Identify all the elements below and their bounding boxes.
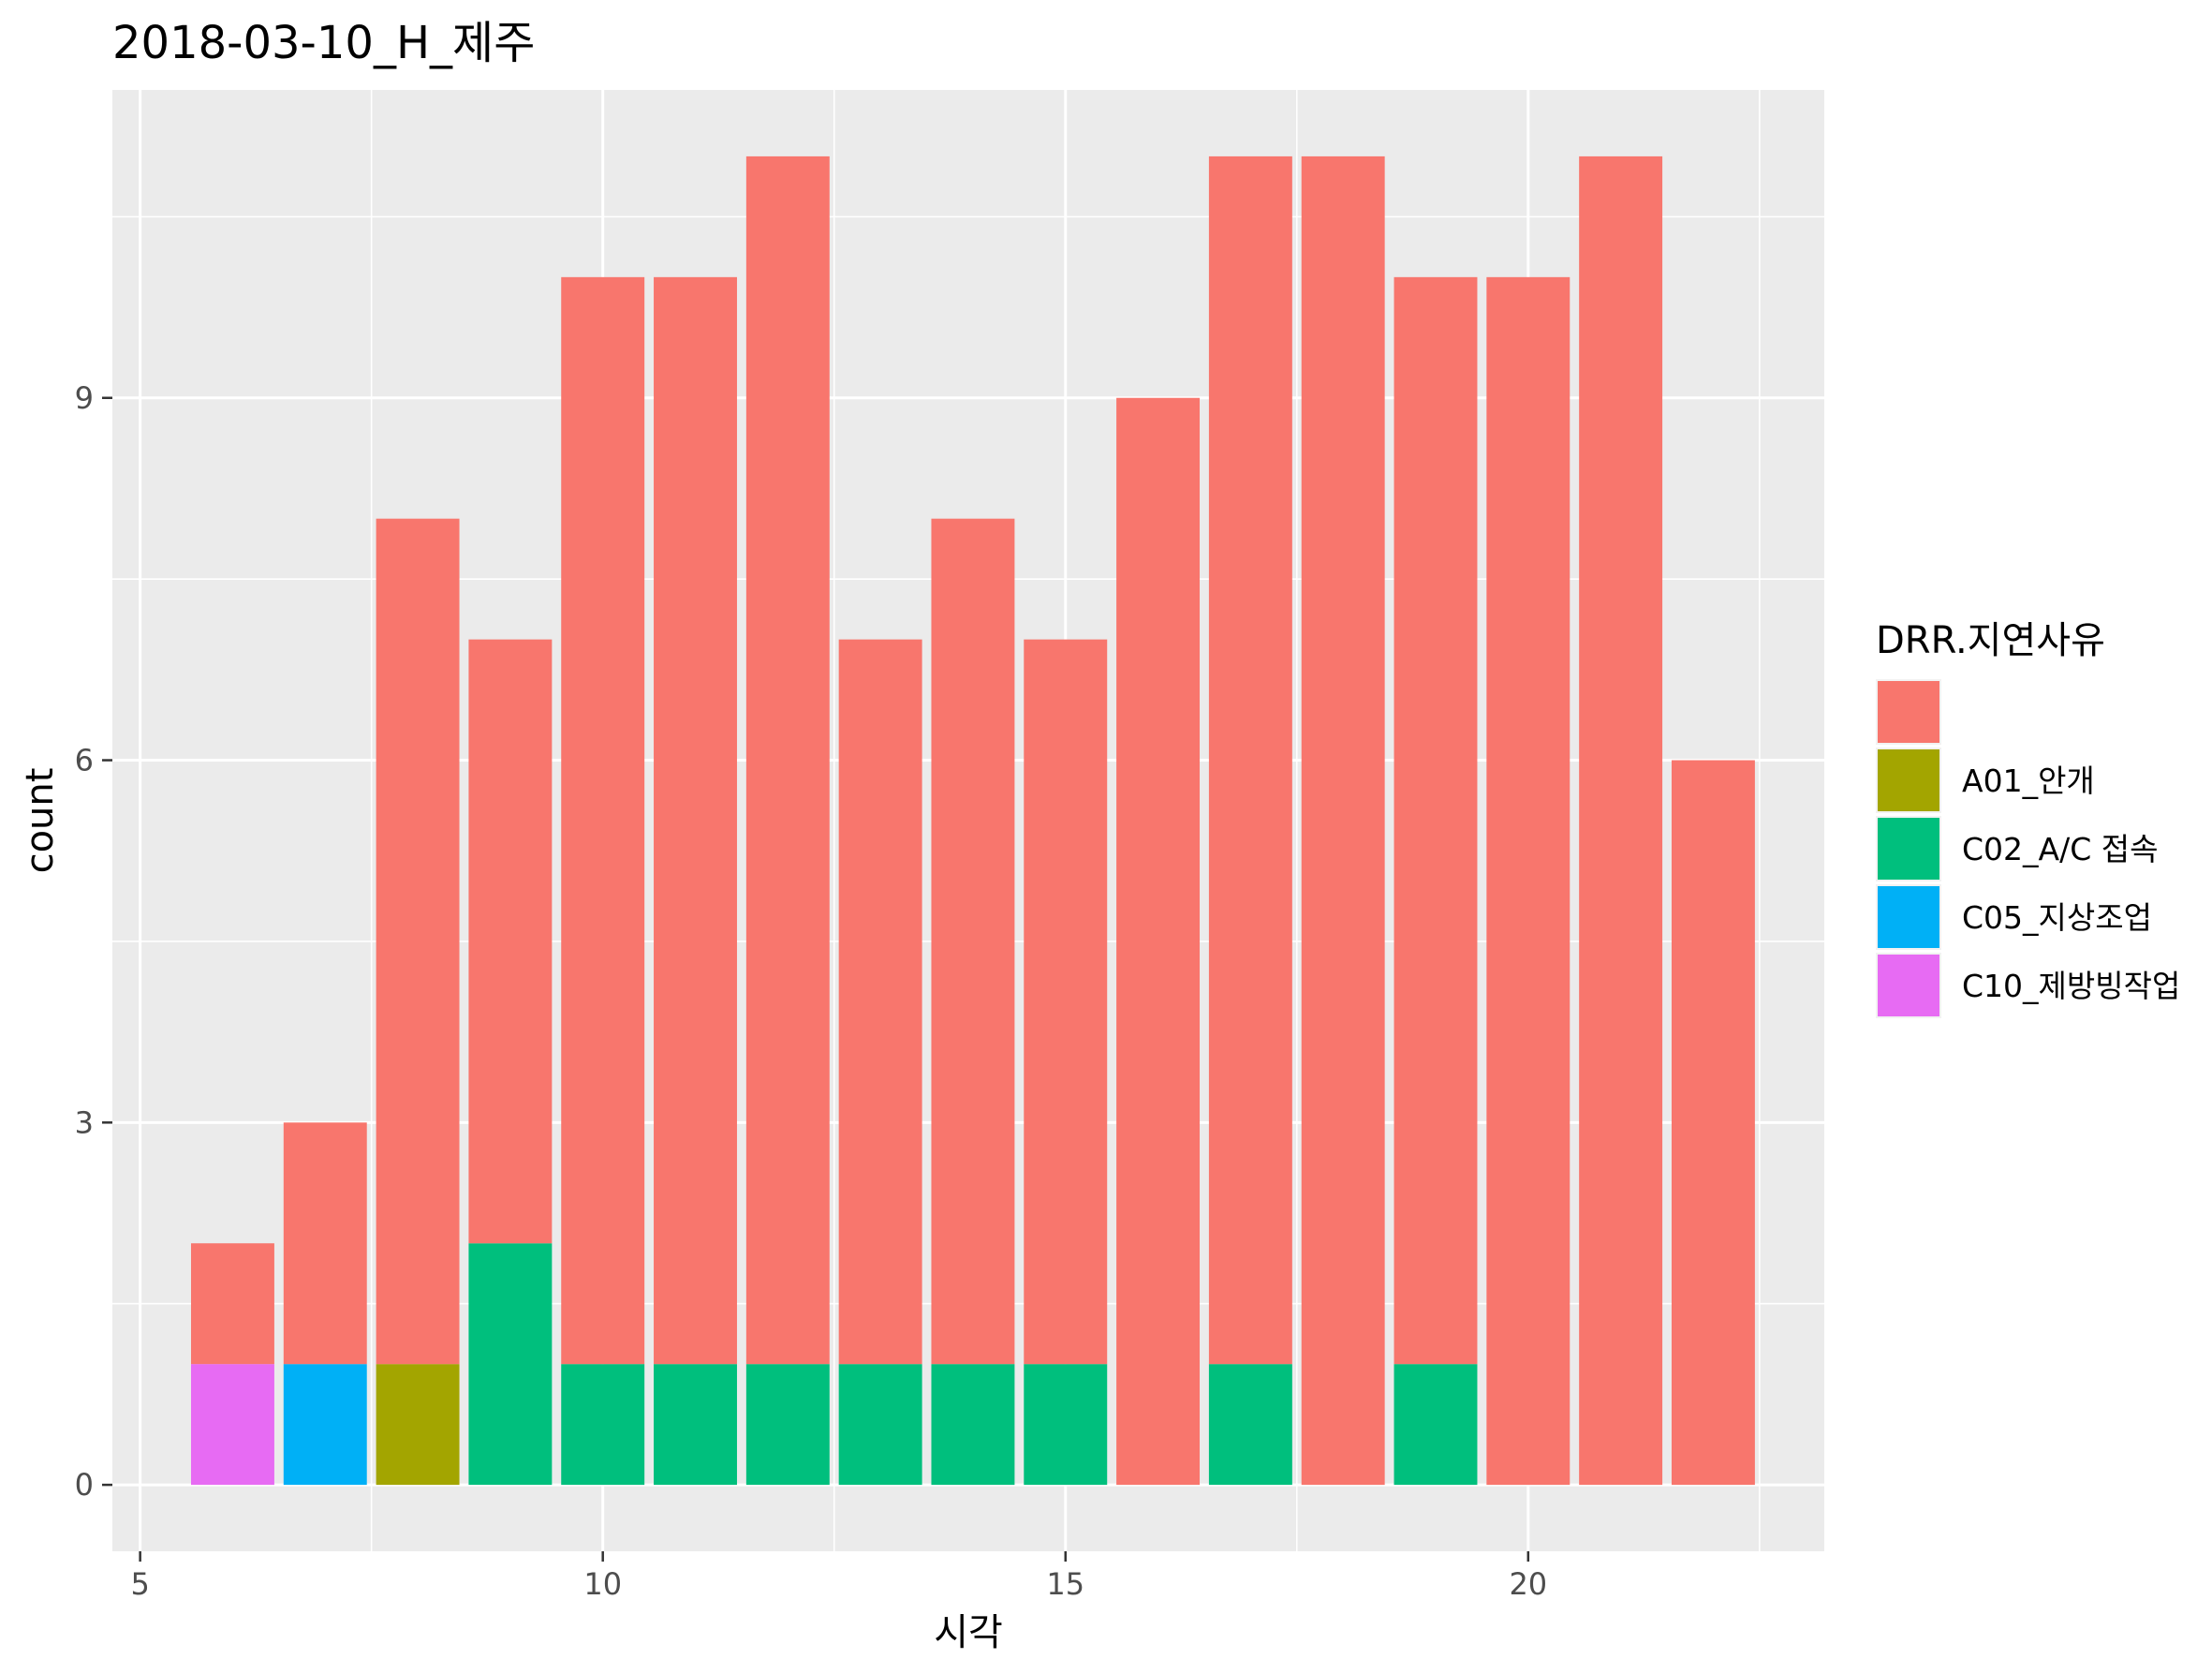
legend-swatch [1878,818,1939,880]
x-tick-label: 10 [583,1566,622,1602]
bar-segment [283,1122,367,1365]
y-axis-title: count [19,768,62,874]
x-tick-label: 15 [1046,1566,1084,1602]
legend-swatch [1878,681,1939,743]
bar-segment [654,276,737,1365]
y-tick-label: 6 [75,743,94,778]
bar-segment [561,276,645,1365]
bar-segment [1394,276,1478,1365]
bar-segment [1671,760,1755,1486]
bar-segment [931,1364,1015,1486]
bar-segment [838,639,922,1365]
bar-segment [1301,156,1385,1486]
bar-segment [1116,397,1201,1486]
bar-segment [468,639,553,1244]
bar-segment [1024,639,1108,1365]
bar-segment [190,1364,274,1486]
bar-segment [931,518,1015,1365]
bar-segment [1579,156,1663,1486]
legend: DRR.지연사유 A01_안개 C02_A/C 접속 C05_지상조업 C10_제방빙… [1876,619,2180,1018]
legend-label: C10_제방빙작업 [1962,968,2180,1004]
legend-label: C05_지상조업 [1962,899,2152,936]
bar-segment [1486,276,1571,1486]
y-tick-label: 0 [75,1467,94,1503]
bar-segment [838,1364,922,1486]
y-axis-ticks: 0 3 6 9 [75,380,112,1503]
legend-swatch [1878,749,1939,811]
legend-label: C02_A/C 접속 [1962,831,2158,867]
legend-label: A01_안개 [1962,763,2095,799]
x-tick-label: 5 [130,1566,149,1602]
bar-segment [1208,1364,1292,1486]
bar-segment [1394,1364,1478,1486]
bar-segment [654,1364,737,1486]
chart-title: 2018-03-10_H_제주 [112,17,535,69]
y-tick-label: 3 [75,1104,94,1140]
bar-segment [468,1243,553,1486]
y-tick-label: 9 [75,380,94,416]
bar-segment [376,518,460,1365]
x-axis-ticks: 5 10 15 20 [130,1551,1547,1602]
bar-segment [283,1364,367,1486]
bars [190,156,1755,1486]
bar-segment [376,1364,460,1486]
bar-segment [1208,156,1292,1365]
bar-segment [1024,1364,1108,1486]
x-tick-label: 20 [1509,1566,1547,1602]
legend-swatch [1878,886,1939,948]
bar-segment [190,1243,274,1365]
legend-title: DRR.지연사유 [1876,619,2105,662]
bar-segment [561,1364,645,1486]
x-axis-title: 시각 [934,1611,1003,1654]
bar-segment [745,1364,830,1486]
bar-segment [745,156,830,1365]
legend-swatch [1878,955,1939,1016]
